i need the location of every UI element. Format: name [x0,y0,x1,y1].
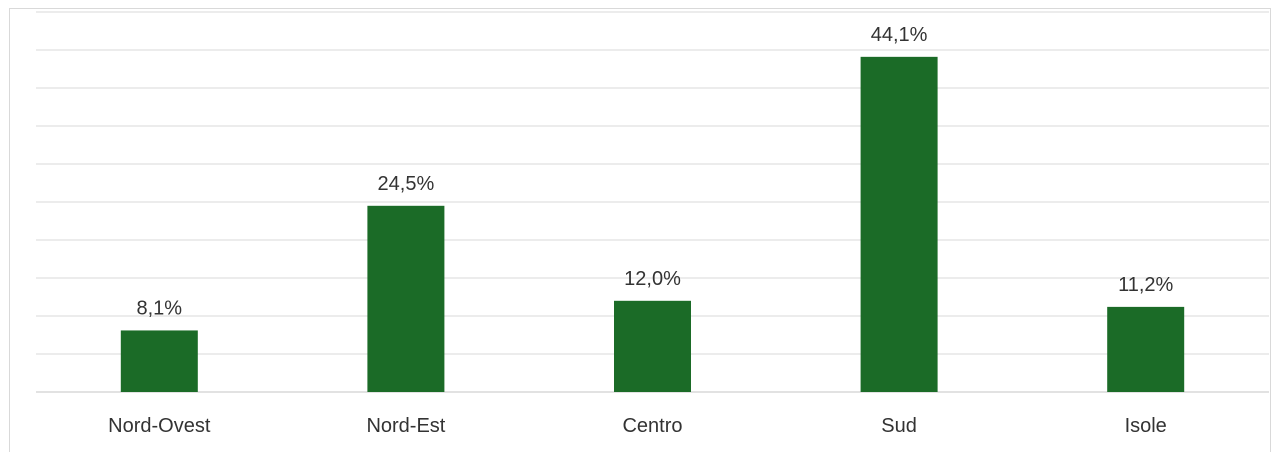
data-label-nord-ovest: 8,1% [137,297,183,319]
data-label-sud: 44,1% [871,24,928,46]
tick-label-centro: Centro [622,415,682,437]
data-label-nord-est: 24,5% [378,173,435,195]
gridlines [36,11,1269,393]
bar-sud [860,56,938,393]
bar-nord-ovest [120,330,198,392]
category-tick-labels: Nord-Ovest Nord-Est Centro Sud Isole [108,415,1167,437]
bar-isole [1107,306,1185,392]
bars [120,56,1185,393]
bar-centro [614,300,691,392]
chart-frame [9,8,1271,452]
tick-label-nord-est: Nord-Est [366,415,445,437]
tick-label-sud: Sud [881,415,917,437]
data-label-centro: 12,0% [624,268,681,290]
bar-nord-est [367,205,445,392]
tick-label-isole: Isole [1125,415,1167,437]
data-label-isole: 11,2% [1118,274,1173,296]
tick-label-nord-ovest: Nord-Ovest [108,415,211,437]
data-labels: 8,1% 24,5% 12,0% 44,1% 11,2% [137,24,1174,320]
